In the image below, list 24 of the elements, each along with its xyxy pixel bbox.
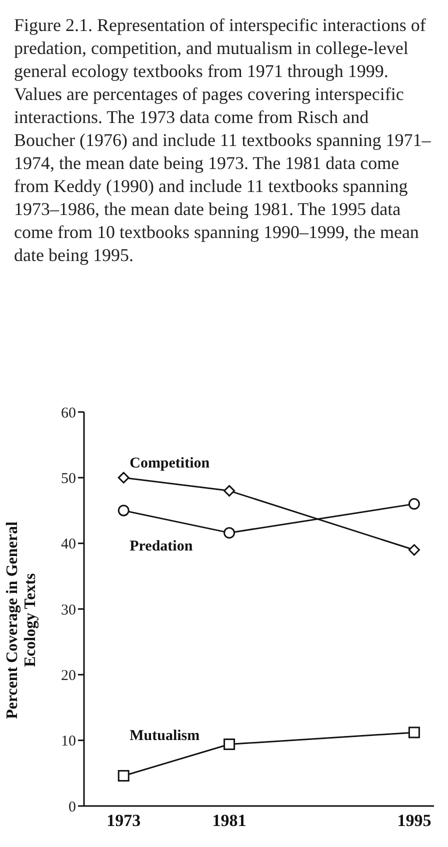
y-tick-label: 50	[61, 470, 76, 487]
y-tick-label: 60	[61, 405, 76, 422]
point	[224, 485, 236, 497]
x-tick-label: 1995	[397, 811, 432, 830]
series-label: Competition	[130, 456, 210, 472]
y-tick-label: 10	[61, 734, 76, 750]
y-tick-label: 0	[68, 799, 76, 816]
x-tick-label: 1981	[212, 811, 246, 830]
y-tick-label: 20	[61, 668, 76, 684]
y-tick-label: 30	[61, 602, 76, 618]
point	[224, 738, 236, 750]
point	[118, 770, 130, 782]
point	[118, 504, 130, 516]
point	[118, 472, 130, 484]
y-axis-title: Percent Coverage in General Ecology Texts	[4, 520, 40, 720]
point	[408, 726, 420, 738]
text: Figure 2.1. Representation of interspecific interactions of predation, competition, and mutualism in college-level general ecology textbooks from 1971 through 1999. Values are percentages of pages covering interspecific interactions. The 1973 data come from Risch and Boucher (1976) and include 11 textbooks spanning 1971–1974, the mean date being 1973. The 1981 data come from Keddy (1990) and include 11 textbooks spanning 1973–1986, the mean date being 1981. The 1995 data come from 10 textbooks spanning 1990–1999, the mean date being 1995.	[14, 15, 431, 265]
y-tick-label: 40	[61, 536, 76, 553]
point	[224, 527, 236, 539]
series-label: Predation	[130, 538, 194, 554]
series-label: Mutualism	[130, 728, 200, 744]
point	[408, 544, 420, 556]
x-tick-label: 1973	[106, 811, 141, 830]
point	[408, 498, 420, 510]
